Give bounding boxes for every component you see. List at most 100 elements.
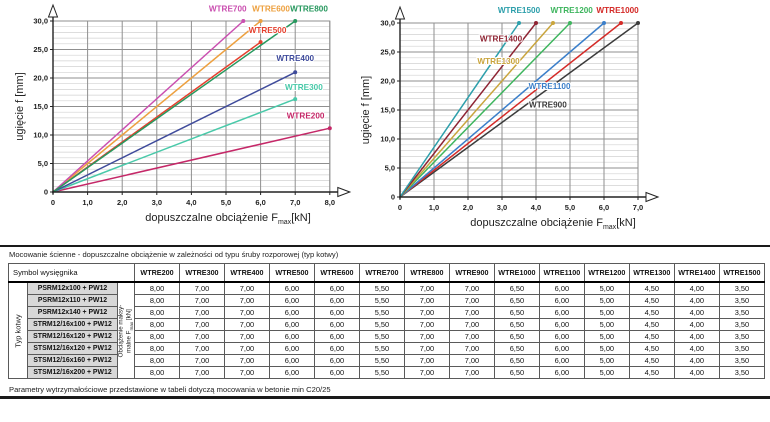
- value-cell: 4,50: [628, 318, 675, 331]
- value-cell: 5,50: [358, 318, 405, 331]
- value-cell: 4,00: [673, 342, 720, 355]
- col-header-WTRE800: WTRE800: [403, 263, 450, 283]
- x-tick-label: 5,0: [565, 203, 575, 212]
- series-endpoint-WTRE1200: [568, 21, 572, 25]
- x-tick-label: 2,0: [463, 203, 473, 212]
- row-label: PSRM12x110 + PW12: [27, 294, 118, 307]
- y-tick-label: 30,0: [380, 19, 395, 28]
- value-cell: 3,50: [718, 294, 766, 307]
- value-cell: 6,50: [493, 330, 540, 343]
- series-label-WTRE500: WTRE500: [249, 26, 287, 35]
- value-cell: 6,00: [538, 354, 585, 367]
- value-cell: 4,00: [673, 330, 720, 343]
- series-line-WTRE900: [399, 22, 639, 198]
- value-cell: 8,00: [134, 354, 180, 367]
- table-footnote: Parametry wytrzymałościowe przedstawione…: [9, 385, 331, 394]
- series-endpoint-WTRE1400: [534, 21, 538, 25]
- value-cell: 7,00: [179, 342, 225, 355]
- y-axis-label: ugięcie f [mm]: [14, 72, 26, 140]
- value-cell: 7,00: [403, 294, 450, 307]
- value-cell: 6,50: [493, 354, 540, 367]
- table-row: STSM12/16x200 + PW12 8,00 7,00 7,00 6,00 6,00…: [9, 366, 766, 379]
- table-row: STSM12/16x120 + PW12 8,00 7,00 7,00 6,00 6,00…: [9, 342, 766, 355]
- series-line-WTRE300: [52, 98, 296, 193]
- value-cell: 6,50: [493, 281, 540, 295]
- value-cell: 6,50: [493, 342, 540, 355]
- series-label-WTRE300: WTRE300: [285, 83, 323, 92]
- table-row: Typ kotwy PSRM12x100 + PW12 Obciążenie mak…: [8, 281, 766, 379]
- series-label-WTRE700: WTRE700: [209, 4, 247, 13]
- x-tick-label: 0: [398, 203, 402, 212]
- value-cell: 6,00: [538, 306, 585, 319]
- table-row: PSRM12x110 + PW12 8,00 7,00 7,00 6,00 6,00 5,5…: [9, 294, 766, 307]
- value-cell: 7,00: [448, 354, 495, 367]
- y-tick-label: 25,0: [33, 45, 48, 54]
- value-cell: 6,00: [268, 366, 315, 379]
- col-header-WTRE1500: WTRE1500: [718, 263, 766, 283]
- y-tick-label: 15,0: [380, 106, 395, 115]
- x-tick-label: 6,0: [599, 203, 609, 212]
- col-header-WTRE400: WTRE400: [223, 263, 270, 283]
- col-header-WTRE500: WTRE500: [268, 263, 315, 283]
- value-cell: 7,00: [179, 318, 225, 331]
- series-line-WTRE1100: [399, 22, 605, 198]
- series-line-WTRE400: [52, 71, 296, 193]
- symbol-column-header: Symbol wysięgnika: [7, 263, 136, 283]
- x-tick-label: 1,0: [429, 203, 439, 212]
- series-endpoint-WTRE400: [293, 70, 298, 75]
- col-header-WTRE1300: WTRE1300: [628, 263, 675, 283]
- value-cell: 5,00: [583, 294, 630, 307]
- x-tick-label: 5,0: [221, 198, 231, 207]
- y-tick-label: 5,0: [385, 164, 395, 173]
- x-axis-arrow-icon: [337, 186, 352, 198]
- y-axis-label: ugięcie f [mm]: [360, 76, 372, 144]
- col-header-WTRE200: WTRE200: [134, 263, 180, 283]
- deflection-chart-right: 0 1,0 2,0 3,0 4,0 5,0 6,0 7,0 0 5,0 10,0 15,0 20,0 25…: [360, 5, 660, 231]
- value-cell: 3,50: [718, 318, 766, 331]
- value-cell: 7,00: [448, 281, 495, 295]
- table-row: STRM12/16x120 + PW12 8,00 7,00 7,00 6,00 6,00…: [9, 330, 766, 343]
- series-endpoint-WTRE300: [293, 97, 298, 102]
- value-cell: 5,50: [358, 330, 405, 343]
- series-label-WTRE1000: WTRE1000: [596, 6, 639, 15]
- value-cell: 8,00: [134, 366, 180, 379]
- value-cell: 4,50: [628, 330, 675, 343]
- value-cell: 8,00: [134, 330, 180, 343]
- value-cell: 7,00: [448, 366, 495, 379]
- value-cell: 6,00: [538, 366, 585, 379]
- value-cell: 6,00: [268, 342, 315, 355]
- y-tick-label: 10,0: [33, 131, 48, 140]
- value-cell: 3,50: [718, 306, 766, 319]
- x-axis-label: dopuszczalne obciążenie Fmax[kN]: [470, 217, 636, 231]
- value-cell: 7,00: [448, 294, 495, 307]
- y-tick-label: 0: [391, 193, 395, 202]
- value-cell: 6,00: [268, 281, 315, 295]
- value-cell: 8,00: [134, 294, 180, 307]
- value-cell: 4,50: [628, 294, 675, 307]
- x-tick-label: 2,0: [117, 198, 127, 207]
- y-axis-arrow-icon: [394, 5, 406, 20]
- series-label-WTRE400: WTRE400: [276, 54, 314, 63]
- row-label: STRM12/16x100 + PW12: [27, 318, 118, 331]
- value-cell: 6,00: [268, 318, 315, 331]
- value-cell: 6,50: [493, 294, 540, 307]
- row-label: STSM12/16x160 + PW12: [27, 354, 118, 367]
- value-cell: 3,50: [718, 281, 766, 295]
- series-line-WTRE1000: [399, 22, 622, 198]
- y-tick-label: 20,0: [380, 77, 395, 86]
- x-tick-label: 6,0: [255, 198, 265, 207]
- value-cell: 4,50: [628, 354, 675, 367]
- series-line-WTRE1200: [399, 22, 571, 198]
- value-cell: 6,00: [313, 330, 360, 343]
- y-tick-label: 20,0: [33, 74, 48, 83]
- value-cell: 6,00: [268, 306, 315, 319]
- col-header-WTRE600: WTRE600: [313, 263, 360, 283]
- value-cell: 6,00: [538, 318, 585, 331]
- series-label-WTRE1200: WTRE1200: [551, 6, 594, 15]
- x-tick-label: 3,0: [497, 203, 507, 212]
- value-cell: 7,00: [179, 306, 225, 319]
- col-header-WTRE1000: WTRE1000: [493, 263, 540, 283]
- value-cell: 4,50: [628, 306, 675, 319]
- x-tick-label: 3,0: [152, 198, 162, 207]
